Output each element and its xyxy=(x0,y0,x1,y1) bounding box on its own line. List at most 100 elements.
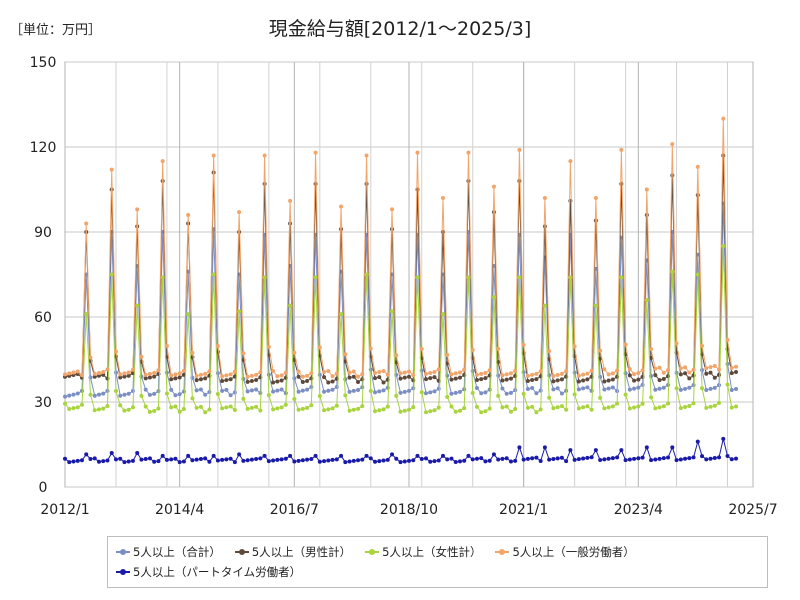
series-0-point xyxy=(113,370,118,375)
series-1-point xyxy=(627,373,632,378)
series-0-point xyxy=(470,368,475,373)
series-3-point xyxy=(381,369,386,374)
x-tick-label: 2018/10 xyxy=(380,502,438,518)
series-3-point xyxy=(581,372,586,377)
series-1-point xyxy=(279,378,284,383)
series-0-point xyxy=(147,392,152,397)
series-3-point xyxy=(657,365,662,370)
series-4-point xyxy=(385,457,390,462)
series-0-point xyxy=(203,392,208,397)
series-4-point xyxy=(377,459,382,464)
series-1-point xyxy=(313,181,318,186)
series-4-point xyxy=(678,457,683,462)
series-4-point xyxy=(725,454,730,459)
series-3-point xyxy=(602,367,607,372)
series-1-point xyxy=(530,378,535,383)
series-3-point xyxy=(521,342,526,347)
series-4-point xyxy=(63,456,67,461)
series-3-point xyxy=(152,370,157,375)
series-4-point xyxy=(381,458,386,463)
series-0-point xyxy=(474,386,479,391)
series-0-point xyxy=(164,370,169,375)
series-4-point xyxy=(606,456,611,461)
series-2-point xyxy=(275,406,280,411)
series-3-point xyxy=(139,354,144,359)
series-3-point xyxy=(122,371,127,376)
series-0-point xyxy=(687,385,692,390)
series-4-point xyxy=(623,458,628,463)
series-4-point xyxy=(181,459,186,464)
series-4-point xyxy=(572,457,577,462)
series-2-point xyxy=(666,401,671,406)
series-1-point xyxy=(330,379,335,384)
series-0-point xyxy=(407,388,411,393)
series-3-point xyxy=(207,369,212,374)
series-2-point xyxy=(283,402,288,407)
series-3-point xyxy=(470,347,475,352)
series-3-point xyxy=(419,347,424,352)
series-1-point xyxy=(143,376,148,381)
series-0-point xyxy=(500,386,505,391)
series-4-point xyxy=(390,452,395,457)
series-3-point xyxy=(275,374,280,379)
series-0-point xyxy=(551,387,556,392)
series-3-point xyxy=(135,207,140,212)
series-0-point xyxy=(356,387,361,392)
series-4-point xyxy=(143,457,148,462)
x-tick-label: 2021/1 xyxy=(499,502,548,518)
series-4-point xyxy=(237,452,242,457)
series-1-point xyxy=(271,380,276,385)
series-4-point xyxy=(169,457,174,462)
series-3-point xyxy=(164,343,169,348)
series-4-point xyxy=(156,459,161,464)
series-3-point xyxy=(63,372,67,377)
series-2-point xyxy=(139,393,144,398)
series-3-point xyxy=(734,364,739,369)
series-2-point xyxy=(683,405,688,410)
series-3-point xyxy=(717,367,722,372)
series-3-point xyxy=(258,370,263,375)
series-4-point xyxy=(96,459,101,464)
series-1-point xyxy=(491,210,496,215)
series-2-point xyxy=(160,275,165,280)
series-3-point xyxy=(704,366,709,371)
series-0-point xyxy=(71,392,76,397)
series-2-point xyxy=(415,275,420,280)
series-2-point xyxy=(551,406,556,411)
series-0-point xyxy=(194,388,199,393)
series-2-point xyxy=(496,393,501,398)
series-4-point xyxy=(704,457,709,462)
series-3-point xyxy=(610,371,615,376)
series-4-point xyxy=(79,458,84,463)
series-3-point xyxy=(640,368,645,373)
series-3-point xyxy=(568,159,573,164)
series-3-point xyxy=(398,371,403,376)
series-2-point xyxy=(92,408,97,413)
series-1-point xyxy=(525,379,530,384)
series-0-point xyxy=(377,389,382,394)
series-2-point xyxy=(576,406,581,411)
series-1-point xyxy=(415,187,420,192)
series-3-point xyxy=(88,355,93,360)
series-2-point xyxy=(135,303,140,308)
series-3-point xyxy=(457,370,462,375)
series-1-point xyxy=(381,380,386,385)
series-2-point xyxy=(271,407,276,412)
series-4-point xyxy=(610,456,615,461)
series-4-point xyxy=(411,458,416,463)
series-2-point xyxy=(657,405,662,410)
series-2-point xyxy=(173,404,178,409)
series-3-point xyxy=(147,371,152,376)
series-0-point xyxy=(576,387,581,392)
series-4-point xyxy=(687,456,692,461)
series-4-point xyxy=(457,459,462,464)
series-4-point xyxy=(661,456,666,461)
series-1-point xyxy=(695,193,700,198)
x-tick-label: 2023/4 xyxy=(614,502,663,518)
series-3-point xyxy=(649,347,654,352)
series-4-point xyxy=(394,456,399,461)
series-4-point xyxy=(292,459,297,464)
series-2-point xyxy=(407,407,411,412)
series-4-point xyxy=(508,459,513,464)
series-4-point xyxy=(402,459,407,464)
